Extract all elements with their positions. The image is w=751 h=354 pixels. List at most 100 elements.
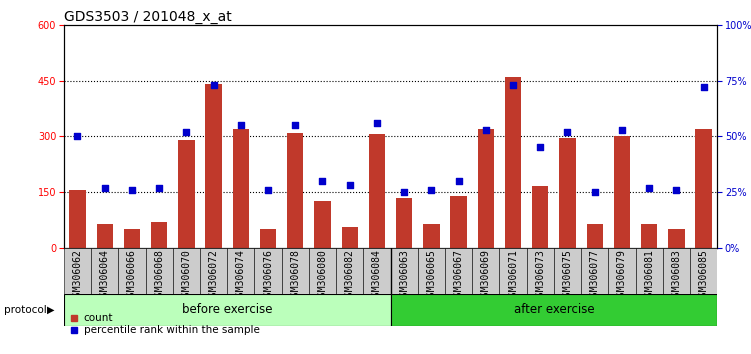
Text: GSM306071: GSM306071 [508,249,518,302]
Bar [206,84,222,248]
Bar [396,198,412,248]
Bar [369,135,385,248]
Point [71,133,83,139]
Point [126,187,138,193]
Text: GSM306084: GSM306084 [372,249,382,302]
Point [371,120,383,126]
Bar [282,248,309,294]
Text: GSM306074: GSM306074 [236,249,246,302]
Bar [119,248,146,294]
Point [398,189,410,195]
Bar [587,224,603,248]
Text: GSM306083: GSM306083 [671,249,681,302]
Bar [505,77,521,248]
Text: GSM306070: GSM306070 [181,249,192,302]
Text: GSM306064: GSM306064 [100,249,110,302]
Point [153,185,165,190]
Bar [314,201,330,248]
Text: GSM306067: GSM306067 [454,249,463,302]
Point [534,144,546,150]
Text: protocol: protocol [4,305,47,315]
Bar [151,222,167,248]
Point [289,122,301,128]
Bar [342,227,358,248]
Bar [336,248,363,294]
Bar [559,138,575,248]
Text: GSM306081: GSM306081 [644,249,654,302]
Text: GSM306079: GSM306079 [617,249,627,302]
Text: after exercise: after exercise [514,303,594,316]
Bar [200,248,227,294]
Bar [608,248,635,294]
Point [507,82,519,88]
Bar [635,248,662,294]
Bar [69,190,86,248]
Bar [287,132,303,248]
Bar [581,248,608,294]
Bar [424,224,439,248]
Bar [418,248,445,294]
Point [180,129,192,135]
Text: GSM306063: GSM306063 [399,249,409,302]
Bar [260,229,276,248]
Point [235,122,247,128]
Point [562,129,574,135]
Text: GDS3503 / 201048_x_at: GDS3503 / 201048_x_at [64,10,231,24]
Point [698,84,710,90]
Text: GSM306075: GSM306075 [562,249,572,302]
Bar [391,248,418,294]
Bar [227,248,255,294]
Point [316,178,328,184]
Bar [451,196,467,248]
Text: GSM306073: GSM306073 [535,249,545,302]
Bar [233,129,249,248]
Bar [363,248,391,294]
Bar [641,224,657,248]
Point [589,189,601,195]
Point [344,183,356,188]
Bar [695,129,712,248]
Legend: count, percentile rank within the sample: count, percentile rank within the sample [69,313,260,335]
Bar [499,248,526,294]
Bar [532,187,548,248]
Bar [526,248,554,294]
Bar [96,224,113,248]
Text: GSM306078: GSM306078 [290,249,300,302]
Point [616,127,628,132]
Text: GSM306080: GSM306080 [318,249,327,302]
Bar [255,248,282,294]
Bar [445,248,472,294]
Bar [91,248,119,294]
Text: GSM306069: GSM306069 [481,249,491,302]
Bar [614,136,630,248]
Bar [391,294,717,326]
Text: before exercise: before exercise [182,303,273,316]
Bar [178,140,195,248]
Point [98,185,110,190]
Bar [690,248,717,294]
Text: ▶: ▶ [47,305,55,315]
Text: GSM306076: GSM306076 [263,249,273,302]
Point [207,82,219,88]
Point [480,127,492,132]
Bar [64,294,391,326]
Bar [472,248,499,294]
Bar [173,248,200,294]
Text: GSM306085: GSM306085 [698,249,709,302]
Bar [146,248,173,294]
Point [262,187,274,193]
Bar [309,248,336,294]
Text: GSM306062: GSM306062 [72,249,83,302]
Bar [668,229,684,248]
Bar [554,248,581,294]
Text: GSM306066: GSM306066 [127,249,137,302]
Bar [478,129,494,248]
Point [425,187,437,193]
Text: GSM306072: GSM306072 [209,249,219,302]
Text: GSM306068: GSM306068 [154,249,164,302]
Text: GSM306065: GSM306065 [427,249,436,302]
Point [671,187,683,193]
Bar [64,248,91,294]
Point [453,178,465,184]
Bar [124,229,140,248]
